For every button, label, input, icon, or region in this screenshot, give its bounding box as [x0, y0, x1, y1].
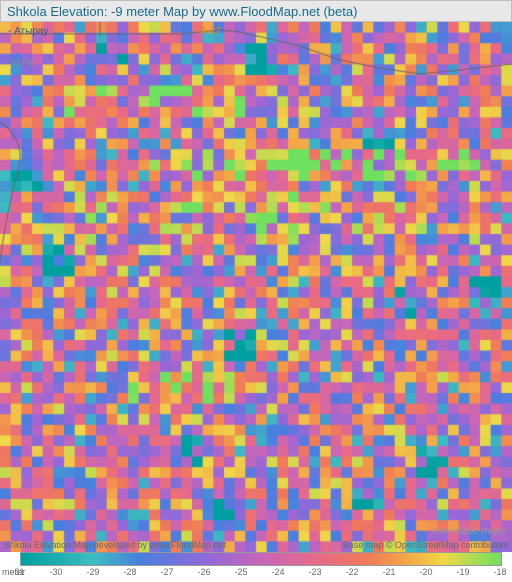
page-container: Shkola Elevation: -9 meter Map by www.Fl… — [0, 0, 512, 582]
legend-tick: -20 — [419, 567, 432, 577]
credit-right: Base map © OpenStreetMap contributors — [343, 540, 508, 550]
legend-tick: -29 — [86, 567, 99, 577]
title-bar: Shkola Elevation: -9 meter Map by www.Fl… — [0, 0, 512, 22]
legend-tick: -22 — [345, 567, 358, 577]
legend-tick: -24 — [271, 567, 284, 577]
legend-tick: -30 — [49, 567, 62, 577]
map-area: osm-static-maps - АтырауА-27МТФ — [0, 22, 512, 552]
legend-tick: -19 — [456, 567, 469, 577]
legend-tick: -31 — [11, 567, 24, 577]
page-title: Shkola Elevation: -9 meter Map by www.Fl… — [7, 4, 357, 19]
legend-tick: -27 — [160, 567, 173, 577]
legend-tick: -28 — [123, 567, 136, 577]
heatmap-canvas — [0, 22, 512, 552]
legend-tick: -23 — [308, 567, 321, 577]
legend-area: meter -31-30-29-28-27-26-25-24-23-22-21-… — [0, 552, 512, 582]
legend-labels: meter -31-30-29-28-27-26-25-24-23-22-21-… — [0, 567, 512, 581]
legend-tick: -21 — [382, 567, 395, 577]
legend-tick: -18 — [493, 567, 506, 577]
credit-left: Shkola Elevation Map developed by www.Fl… — [4, 540, 226, 550]
legend-tick: -25 — [234, 567, 247, 577]
legend-tick: -26 — [197, 567, 210, 577]
legend-gradient — [20, 552, 502, 566]
